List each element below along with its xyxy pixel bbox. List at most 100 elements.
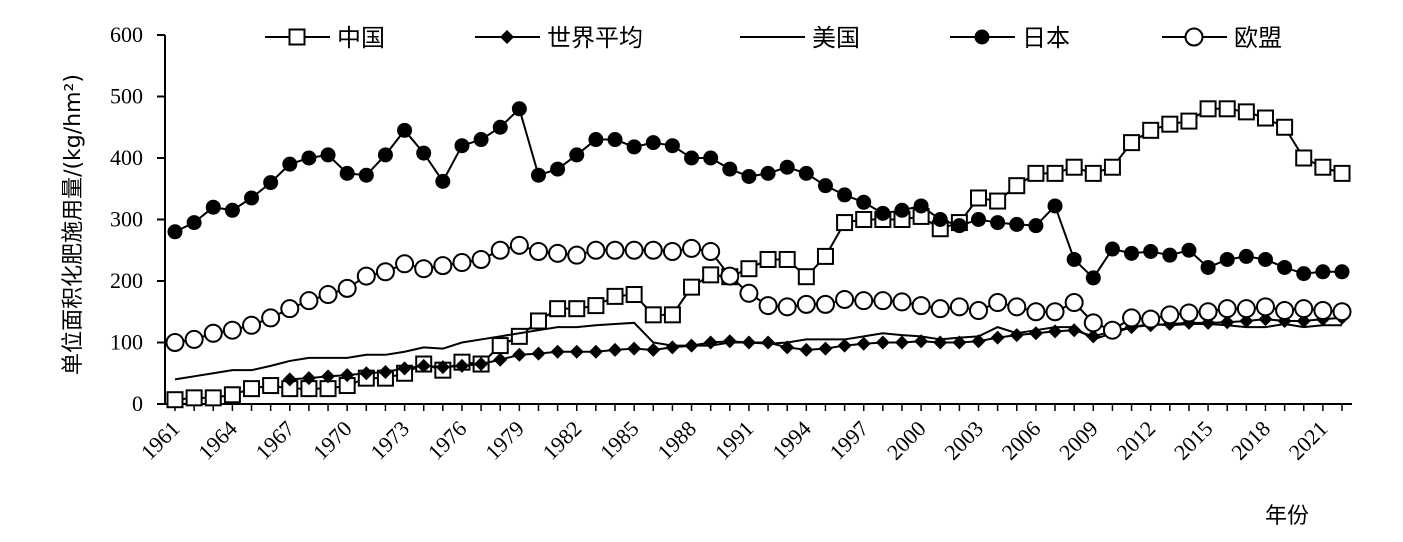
data-point bbox=[778, 250, 796, 268]
x-tick-label: 1961 bbox=[136, 416, 185, 465]
data-point bbox=[1123, 134, 1141, 152]
data-point bbox=[988, 293, 1008, 313]
data-point bbox=[454, 358, 469, 373]
x-tick-label: 1982 bbox=[537, 416, 586, 465]
data-point bbox=[549, 300, 567, 318]
legend-marker bbox=[500, 30, 514, 44]
data-point bbox=[473, 132, 489, 148]
data-point bbox=[930, 299, 950, 319]
data-point bbox=[969, 301, 989, 321]
data-point bbox=[1219, 251, 1235, 267]
data-point bbox=[1047, 198, 1063, 214]
data-point bbox=[643, 240, 663, 260]
data-point bbox=[624, 240, 644, 260]
data-point bbox=[321, 369, 336, 384]
data-point bbox=[586, 240, 606, 260]
data-point bbox=[722, 161, 738, 177]
data-point bbox=[435, 360, 450, 375]
data-point bbox=[587, 297, 605, 315]
data-point bbox=[185, 389, 203, 407]
data-point bbox=[608, 342, 623, 357]
data-point bbox=[1143, 243, 1159, 259]
data-point bbox=[1086, 329, 1101, 344]
data-point bbox=[1332, 302, 1352, 322]
data-point bbox=[588, 344, 603, 359]
data-point bbox=[990, 215, 1006, 231]
data-point bbox=[855, 211, 873, 228]
legend-label: 世界平均 bbox=[547, 24, 643, 52]
data-point bbox=[739, 283, 759, 303]
data-point bbox=[760, 165, 776, 181]
data-point bbox=[1161, 115, 1179, 133]
data-point bbox=[1009, 328, 1024, 343]
legend-marker bbox=[288, 28, 306, 46]
data-point bbox=[509, 235, 529, 255]
data-point bbox=[529, 312, 547, 330]
x-tick-label: 1997 bbox=[824, 416, 873, 465]
y-tick-label: 200 bbox=[110, 268, 143, 293]
y-tick-label: 100 bbox=[110, 330, 143, 355]
data-point bbox=[971, 334, 986, 349]
data-point bbox=[1200, 259, 1216, 275]
legend-label: 日本 bbox=[1022, 24, 1070, 52]
data-point bbox=[932, 212, 948, 227]
data-point bbox=[435, 173, 451, 189]
x-tick-label: 2015 bbox=[1169, 416, 1218, 465]
data-point bbox=[952, 335, 967, 350]
data-point bbox=[569, 344, 584, 359]
x-tick-label: 1988 bbox=[652, 416, 701, 465]
data-point bbox=[358, 167, 374, 183]
data-point bbox=[779, 159, 795, 175]
x-axis-title: 年份 bbox=[1265, 504, 1309, 529]
data-point bbox=[1179, 303, 1199, 323]
data-point bbox=[741, 168, 757, 184]
data-point bbox=[970, 189, 988, 207]
data-point bbox=[184, 329, 204, 349]
data-point bbox=[377, 147, 393, 163]
data-point bbox=[492, 119, 508, 135]
data-point bbox=[263, 175, 279, 191]
data-point bbox=[663, 306, 681, 324]
y-tick-label: 600 bbox=[110, 22, 143, 47]
x-tick-label: 2006 bbox=[997, 416, 1046, 465]
x-tick-label: 2000 bbox=[882, 416, 931, 465]
x-tick-label: 1976 bbox=[423, 416, 472, 465]
data-point bbox=[856, 336, 871, 351]
data-point bbox=[1046, 164, 1064, 182]
data-point bbox=[340, 368, 355, 383]
series-3 bbox=[174, 321, 1342, 381]
data-point bbox=[682, 238, 702, 258]
data-point bbox=[1198, 302, 1218, 322]
data-point bbox=[550, 161, 566, 177]
data-point bbox=[1162, 247, 1178, 263]
data-point bbox=[607, 132, 623, 148]
data-point bbox=[1314, 158, 1332, 176]
data-point bbox=[1180, 112, 1198, 130]
data-point bbox=[1009, 216, 1025, 232]
data-point bbox=[166, 391, 184, 409]
data-point bbox=[894, 335, 909, 350]
y-tick-label: 300 bbox=[110, 207, 143, 232]
data-point bbox=[1007, 297, 1027, 317]
x-tick-label: 1967 bbox=[251, 416, 300, 465]
data-point bbox=[471, 249, 491, 269]
data-point bbox=[588, 132, 604, 148]
data-point bbox=[816, 247, 834, 265]
data-point bbox=[262, 377, 280, 395]
legend-item: 中国 bbox=[265, 24, 385, 52]
data-point bbox=[416, 145, 432, 161]
data-point bbox=[1104, 241, 1120, 257]
data-point bbox=[875, 335, 890, 350]
data-point bbox=[818, 341, 833, 356]
data-point bbox=[1026, 302, 1046, 322]
data-point bbox=[989, 192, 1007, 210]
data-point bbox=[378, 365, 393, 380]
data-point bbox=[817, 178, 833, 194]
x-tick-label: 2018 bbox=[1226, 416, 1275, 465]
data-point bbox=[1045, 302, 1065, 322]
data-point bbox=[780, 340, 795, 355]
data-point bbox=[224, 202, 240, 218]
data-point bbox=[1333, 164, 1351, 182]
data-point bbox=[665, 340, 680, 355]
